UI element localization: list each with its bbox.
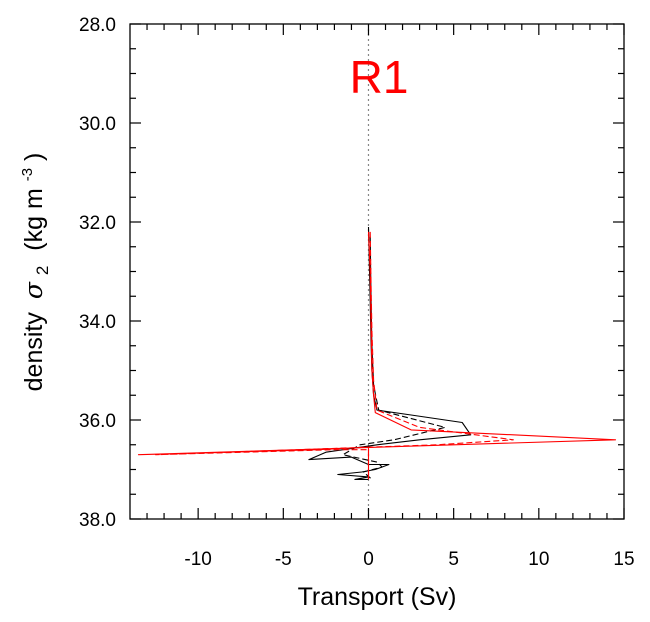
x-axis-title: Transport (Sv) [298, 583, 457, 611]
x-tick-label: 5 [448, 549, 459, 570]
x-tick-label: 10 [528, 549, 549, 570]
panel-label: R1 [350, 51, 409, 103]
sigma-symbol: σ [19, 281, 48, 299]
y-axis-title: density σ 2 (kg m -3 ) [10, 153, 54, 392]
y-axis-units: (kg m [20, 188, 48, 251]
x-tick-label: -10 [184, 549, 211, 570]
y-axis-title-main: density [20, 312, 48, 392]
y-axis-units-close: ) [20, 153, 48, 161]
svg-text:density σ 2: density σ 2 (kg m -3 ) [10, 153, 54, 392]
x-tick-label: 15 [613, 549, 634, 570]
series-line-4 [155, 231, 514, 480]
y-tick-label: 34.0 [79, 312, 116, 333]
series-layer [137, 226, 617, 480]
y-tick-label: 32.0 [79, 213, 116, 234]
y-tick-label: 30.0 [79, 114, 116, 135]
axis-ticks: -10 -5 0 5 10 15 28.0 30.0 32.0 34.0 36.0 38.0 [79, 15, 635, 570]
x-tick-label: -5 [275, 549, 292, 570]
y-tick-label: 38.0 [79, 510, 116, 531]
y-tick-label: 28.0 [79, 15, 116, 36]
y-axis-units-exponent: -3 [19, 168, 36, 181]
series-line-3 [137, 231, 617, 480]
y-tick-label: 36.0 [79, 411, 116, 432]
x-tick-label: 0 [363, 549, 374, 570]
sigma-subscript: 2 [33, 266, 52, 275]
series-line-1 [308, 226, 472, 480]
